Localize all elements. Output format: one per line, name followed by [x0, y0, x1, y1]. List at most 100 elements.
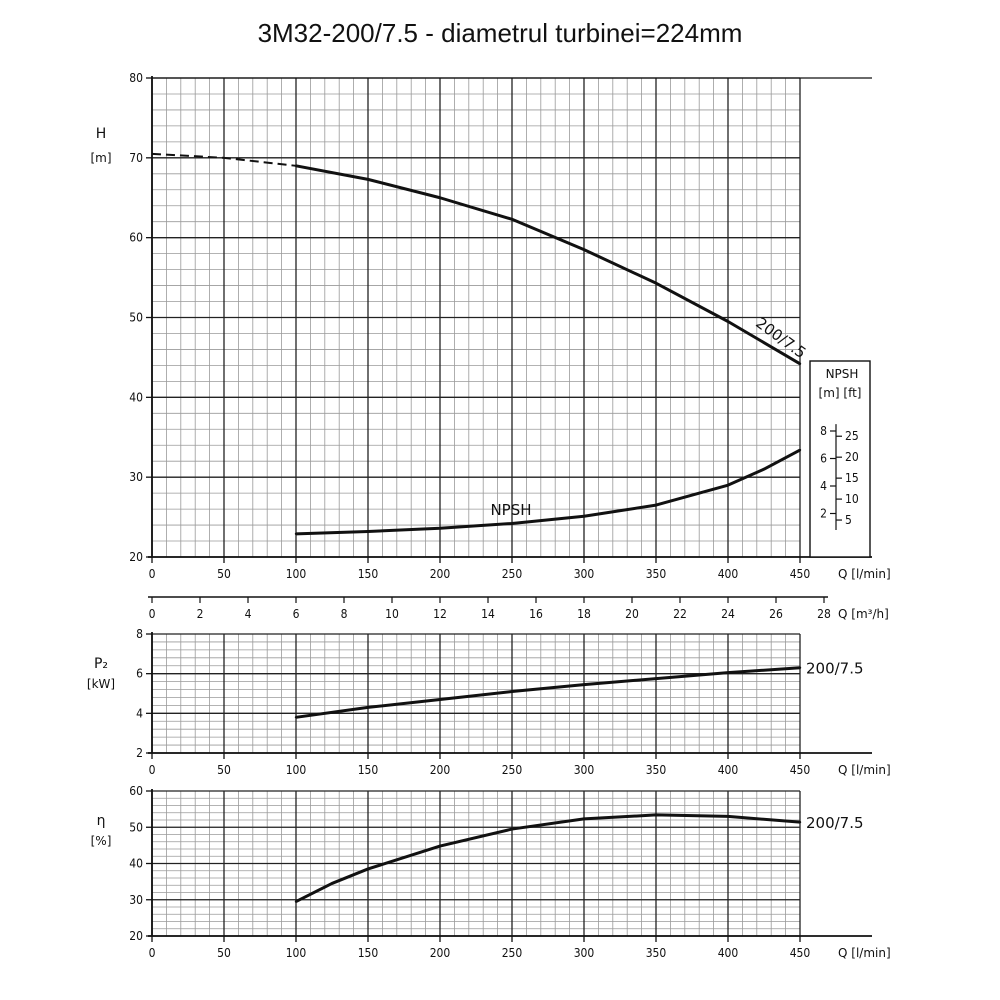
y-tick-label: 60: [129, 784, 143, 798]
data-point: [294, 716, 298, 719]
x-tick-label: 300: [574, 946, 595, 960]
data-point: [654, 813, 658, 817]
y-tick-label: 40: [129, 390, 143, 404]
x-tick-label: 250: [502, 946, 523, 960]
x2-tick-label: 18: [577, 607, 591, 621]
x-tick-label: 50: [217, 946, 231, 960]
y-tick-label: 80: [129, 71, 143, 85]
y-tick-label: 60: [129, 231, 143, 245]
x2-tick-label: 8: [341, 607, 348, 621]
data-point: [582, 515, 586, 518]
data-point: [294, 164, 298, 168]
x-tick-label: 450: [790, 763, 811, 777]
x-tick-label: 150: [358, 763, 379, 777]
data-point: [438, 527, 442, 530]
data-point: [366, 706, 370, 709]
x2-tick-label: 22: [673, 607, 687, 621]
x2-tick-label: 0: [149, 607, 156, 621]
x-axis-label: Q [l/min]: [838, 567, 891, 581]
series-line: [295, 164, 801, 366]
y-tick-label: 30: [129, 893, 143, 907]
data-point: [798, 666, 802, 669]
efficiency-panel: 20 30 40 50 60 0 50 100 150 200 250 300 350 400 450 Q […: [91, 784, 891, 960]
data-point: [726, 815, 730, 818]
chart-title: 3M32-200/7.5 - diametrul turbinei=224mm: [257, 18, 743, 48]
series-label: 200/7.5: [806, 814, 864, 832]
y-tick-label: 4: [136, 706, 143, 720]
x2-tick-label: 24: [721, 607, 735, 621]
x-axis-label: Q [l/min]: [838, 946, 891, 960]
npsh-scale-header: NPSH: [826, 367, 859, 381]
npsh-m-tick-label: 4: [820, 479, 827, 493]
series-200-7-5: 200/7.5: [294, 660, 864, 719]
x2-tick-label: 6: [293, 607, 300, 621]
data-point: [798, 448, 802, 452]
x-tick-label: 400: [718, 567, 739, 581]
data-point: [438, 196, 442, 199]
x-tick-label: 350: [646, 763, 667, 777]
series-label: 200/7.5: [752, 314, 809, 362]
y-tick-label: 40: [129, 857, 143, 871]
x2-tick-label: 14: [481, 607, 495, 621]
data-point: [726, 320, 730, 323]
data-point: [438, 698, 442, 701]
x-tick-label: 150: [358, 946, 379, 960]
y-tick-label: 8: [136, 627, 143, 641]
data-point: [510, 827, 514, 831]
data-point: [366, 178, 370, 181]
power-panel: 2 4 6 8 0 50 100 150 200 250 300 350 400 450 Q [l/min]…: [87, 627, 891, 777]
x2-axis-label: Q [m³/h]: [838, 607, 889, 621]
y-axis-unit: [%]: [91, 834, 112, 848]
x2-tick-label: 4: [245, 607, 252, 621]
y-axis-label: H: [96, 126, 107, 142]
data-point: [330, 882, 334, 885]
data-point: [438, 844, 442, 848]
data-point: [798, 820, 802, 824]
y-tick-label: 6: [136, 667, 143, 681]
data-point: [726, 671, 730, 674]
data-point: [582, 817, 586, 821]
x-tick-label: 0: [149, 763, 156, 777]
x2-tick-label: 26: [769, 607, 783, 621]
x-tick-label: 150: [358, 567, 379, 581]
x-axis-label: Q [l/min]: [838, 763, 891, 777]
x-tick-label: 200: [430, 567, 451, 581]
x-tick-label: 100: [286, 567, 307, 581]
data-point: [510, 690, 514, 693]
series-extrapolated-line: [151, 152, 297, 167]
x-tick-label: 100: [286, 946, 307, 960]
y-tick-label: 50: [129, 820, 143, 834]
x-tick-label: 400: [718, 946, 739, 960]
npsh-scale-box: [809, 360, 871, 558]
data-point: [366, 530, 370, 533]
x-tick-label: 450: [790, 567, 811, 581]
x-tick-label: 350: [646, 946, 667, 960]
series-line: [295, 448, 801, 536]
power-grid: [151, 633, 801, 754]
data-point: [510, 218, 514, 221]
npsh-scale: NPSH [m] [ft] 2 4 6 8 5 10 15 20 25: [809, 360, 871, 558]
x2-tick-label: 20: [625, 607, 639, 621]
y-axis-unit: [m]: [90, 151, 111, 165]
npsh-ft-tick-label: 5: [845, 513, 852, 527]
x-tick-label: 200: [430, 946, 451, 960]
npsh-scale-units: [m] [ft]: [819, 386, 862, 400]
data-point: [294, 532, 298, 536]
x-tick-label: 350: [646, 567, 667, 581]
series-label: NPSH: [490, 501, 531, 519]
data-point: [294, 900, 298, 903]
x2-tick-label: 10: [385, 607, 399, 621]
x-tick-label: 400: [718, 763, 739, 777]
y-tick-label: 50: [129, 311, 143, 325]
data-point: [654, 503, 658, 507]
x2-tick-label: 16: [529, 607, 543, 621]
x-tick-label: 450: [790, 946, 811, 960]
npsh-ft-tick-label: 10: [845, 492, 859, 506]
data-point: [366, 867, 370, 871]
data-point: [654, 281, 658, 285]
series-label: 200/7.5: [806, 660, 864, 678]
y-tick-label: 20: [129, 929, 143, 943]
data-point: [582, 248, 586, 251]
x-tick-label: 50: [217, 567, 231, 581]
